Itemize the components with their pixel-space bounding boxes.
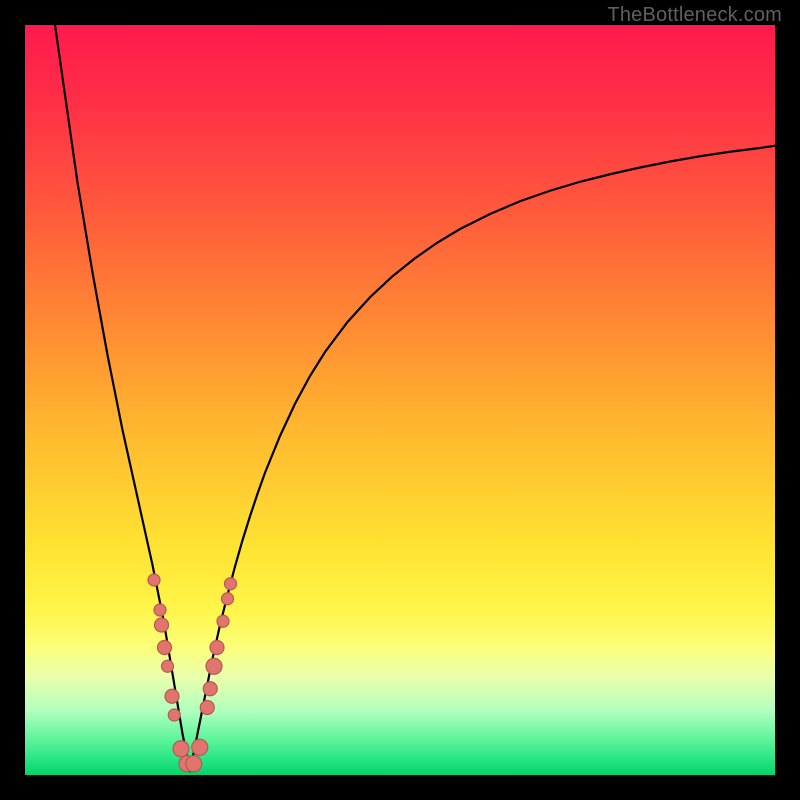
data-marker	[203, 682, 217, 696]
data-marker	[222, 593, 234, 605]
data-marker	[162, 660, 174, 672]
data-marker	[154, 604, 166, 616]
bottleneck-chart	[25, 25, 775, 775]
data-marker	[192, 739, 208, 755]
data-marker	[168, 709, 180, 721]
gradient-background	[25, 25, 775, 775]
data-marker	[225, 578, 237, 590]
data-marker	[173, 741, 189, 757]
data-marker	[155, 618, 169, 632]
data-marker	[186, 756, 202, 772]
data-marker	[210, 641, 224, 655]
data-marker	[206, 658, 222, 674]
chart-frame: TheBottleneck.com	[0, 0, 800, 800]
watermark-text: TheBottleneck.com	[607, 4, 782, 27]
data-marker	[148, 574, 160, 586]
data-marker	[200, 701, 214, 715]
data-marker	[217, 615, 229, 627]
data-marker	[158, 641, 172, 655]
data-marker	[165, 689, 179, 703]
